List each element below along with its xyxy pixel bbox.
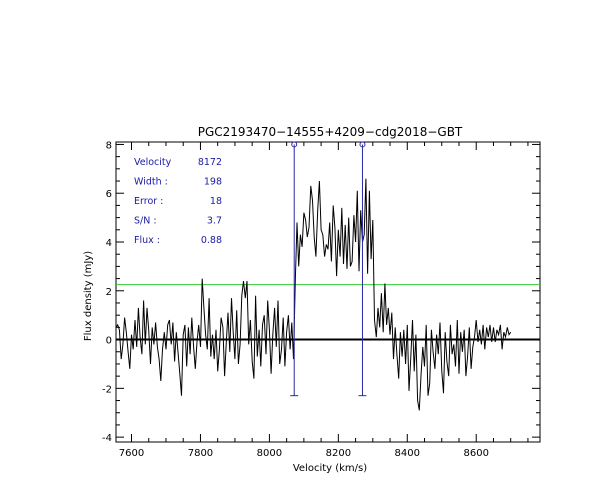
spectrum-line: [115, 178, 512, 411]
info-value: 198: [204, 177, 222, 188]
y-tick-label: 0: [106, 336, 112, 347]
chart-title: PGC2193470−14555+4209−cdg2018−GBT: [198, 125, 463, 139]
y-axis-label: Flux density (mJy): [83, 251, 94, 341]
x-axis-label: Velocity (km/s): [293, 463, 367, 474]
info-label: Flux :: [134, 235, 160, 246]
y-tick-label: 4: [106, 238, 112, 249]
x-tick-label: 8600: [464, 448, 489, 459]
info-label: Velocity: [134, 157, 172, 168]
y-tick-label: 6: [106, 189, 112, 200]
info-value: 3.7: [207, 216, 222, 227]
x-tick-label: 7800: [188, 448, 213, 459]
info-value: 0.88: [201, 235, 222, 246]
info-label: S/N :: [134, 216, 157, 227]
y-tick-label: 8: [106, 140, 112, 151]
marker-circle: [291, 141, 298, 148]
info-label: Width :: [134, 177, 168, 188]
plot-frame: [115, 141, 541, 443]
x-tick-label: 8400: [395, 448, 420, 459]
x-tick-label: 7600: [119, 448, 144, 459]
info-value: 18: [210, 196, 222, 207]
info-label: Error :: [134, 196, 163, 207]
y-tick-label: -4: [102, 433, 112, 444]
info-value: 8172: [198, 157, 222, 168]
y-tick-label: 2: [106, 287, 112, 298]
marker-circle: [359, 141, 366, 148]
x-tick-label: 8000: [257, 448, 282, 459]
x-tick-label: 8200: [326, 448, 351, 459]
y-tick-label: -2: [102, 384, 112, 395]
